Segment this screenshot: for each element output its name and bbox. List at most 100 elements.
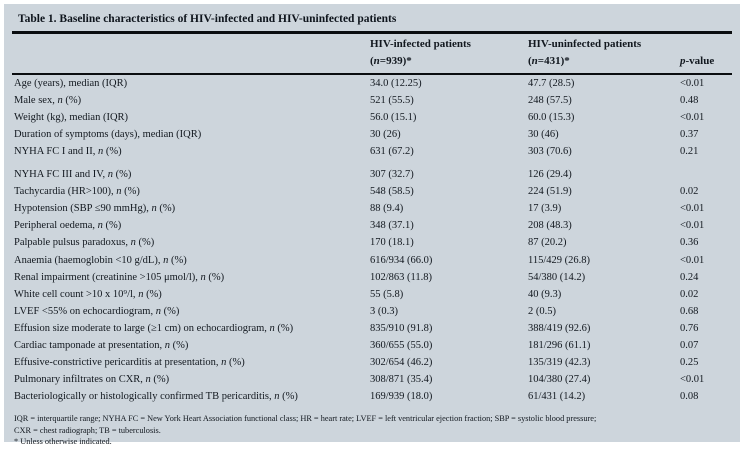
table-row: NYHA FC I and II, n (%) 631 (67.2) 303 (… [4,143,740,160]
p-value: 0.07 [680,340,699,351]
footnote-line: CXR = chest radiograph; TB = tuberculosi… [14,425,161,435]
row-label: LVEF <55% on echocardiogram, n (%) [14,305,180,317]
p-value: 0.48 [680,94,699,106]
row-label: Duration of symptoms (days), median (IQR… [14,128,202,140]
infected-value: 307 (32.7) [370,169,414,181]
infected-value: 3 (0.3) [370,305,398,317]
footnote-line: * Unless otherwise indicated. [14,437,112,447]
table-row: Anaemia (haemoglobin <10 g/dL), n (%) 61… [4,252,740,269]
table-row: Palpable pulsus paradoxus, n (%) 170 (18… [4,234,740,251]
header-pvalue: p-value [680,55,715,67]
infected-value: 88 (9.4) [370,203,404,215]
uninfected-value: 135/319 (42.3) [528,357,591,369]
row-label: Effusion size moderate to large (≥1 cm) … [14,322,294,334]
uninfected-value: 224 (51.9) [528,186,572,198]
infected-value: 360/655 (55.0) [370,340,433,351]
uninfected-value: 104/380 (27.4) [528,374,591,386]
uninfected-value: 60.0 (15.3) [528,111,575,123]
infected-value: 835/910 (91.8) [370,322,433,334]
row-label: Peripheral oedema, n (%) [14,220,122,232]
p-value: <0.01 [680,77,705,89]
uninfected-value: 126 (29.4) [528,169,572,181]
p-value: 0.37 [680,128,699,140]
infected-value: 548 (58.5) [370,186,414,198]
infected-value: 302/654 (46.2) [370,357,433,369]
uninfected-value: 17 (3.9) [528,203,562,215]
table-row: Pulmonary infiltrates on CXR, n (%) 308/… [4,371,740,388]
p-value: 0.24 [680,271,699,283]
p-value: <0.01 [680,203,705,215]
p-value: 0.36 [680,237,699,249]
table-body: Age (years), median (IQR) 34.0 (12.25) 4… [4,75,740,406]
uninfected-value: 2 (0.5) [528,305,556,317]
row-label: Bacteriologically or histologically conf… [14,391,298,403]
table-row: White cell count >10 x 10⁹/l, n (%) 55 (… [4,286,740,303]
p-value: 0.02 [680,186,699,198]
infected-value: 308/871 (35.4) [370,374,433,386]
header-uninfected-line2: (n=431)* [528,55,570,67]
table-row: Hypotension (SBP ≤90 mmHg), n (%) 88 (9.… [4,200,740,217]
p-value: 0.02 [680,288,699,300]
uninfected-value: 54/380 (14.2) [528,271,586,283]
row-label: Pulmonary infiltrates on CXR, n (%) [14,374,170,386]
p-value: <0.01 [680,111,705,123]
row-label: Age (years), median (IQR) [14,77,128,89]
p-value: <0.01 [680,254,705,266]
infected-value: 616/934 (66.0) [370,254,433,266]
row-label: White cell count >10 x 10⁹/l, n (%) [14,288,162,300]
table-row: Weight (kg), median (IQR) 56.0 (15.1) 60… [4,109,740,126]
p-value: <0.01 [680,374,705,386]
infected-value: 56.0 (15.1) [370,111,417,123]
infected-value: 521 (55.5) [370,94,414,106]
row-label: Male sex, n (%) [14,94,82,106]
uninfected-value: 303 (70.6) [528,145,572,157]
table-panel: Table 1. Baseline characteristics of HIV… [4,4,740,446]
p-value: 0.21 [680,145,699,157]
row-label: NYHA FC I and II, n (%) [14,145,122,157]
infected-value: 102/863 (11.8) [370,271,433,283]
table-footnotes: IQR = interquartile range; NYHA FC = New… [14,413,730,448]
row-label: Palpable pulsus paradoxus, n (%) [14,237,155,249]
row-label: Anaemia (haemoglobin <10 g/dL), n (%) [14,254,187,266]
header-infected-line1: HIV-infected patients [370,37,471,50]
infected-value: 34.0 (12.25) [370,77,422,89]
row-label: Effusive-constrictive pericarditis at pr… [14,357,245,369]
uninfected-value: 40 (9.3) [528,288,562,300]
uninfected-value: 388/419 (92.6) [528,322,591,334]
footnote-line: IQR = interquartile range; NYHA FC = New… [14,414,597,424]
p-value: 0.25 [680,357,699,369]
table-row: Male sex, n (%) 521 (55.5) 248 (57.5) 0.… [4,92,740,109]
p-value: 0.68 [680,305,699,317]
uninfected-value: 30 (46) [528,128,559,140]
table-row: Effusive-constrictive pericarditis at pr… [4,354,740,371]
table-row: Bacteriologically or histologically conf… [4,388,740,405]
header-infected-line2: (n=939)* [370,55,412,67]
infected-value: 30 (26) [370,128,401,140]
p-value: <0.01 [680,220,705,232]
row-label: Renal impairment (creatinine >105 μmol/l… [14,271,225,283]
row-label: Hypotension (SBP ≤90 mmHg), n (%) [14,203,176,215]
table-title: Table 1. Baseline characteristics of HIV… [18,13,397,25]
uninfected-value: 61/431 (14.2) [528,391,586,403]
table-row: Peripheral oedema, n (%) 348 (37.1) 208 … [4,217,740,234]
row-label: Weight (kg), median (IQR) [14,111,129,123]
p-value: 0.08 [680,391,699,403]
header-uninfected-line1: HIV-uninfected patients [528,37,642,50]
title-rule [12,31,732,34]
row-label: Tachycardia (HR>100), n (%) [14,186,140,198]
header-rule [12,72,732,75]
infected-value: 169/939 (18.0) [370,391,433,403]
row-label: Cardiac tamponade at presentation, n (%) [14,340,189,351]
uninfected-value: 248 (57.5) [528,94,572,106]
uninfected-value: 87 (20.2) [528,237,567,249]
infected-value: 631 (67.2) [370,145,414,157]
infected-value: 348 (37.1) [370,220,414,232]
row-label: NYHA FC III and IV, n (%) [14,169,132,181]
table-row: Tachycardia (HR>100), n (%) 548 (58.5) 2… [4,183,740,200]
uninfected-value: 208 (48.3) [528,220,572,232]
infected-value: 55 (5.8) [370,288,404,300]
table-row: Renal impairment (creatinine >105 μmol/l… [4,269,740,286]
table-row: Cardiac tamponade at presentation, n (%)… [4,337,740,354]
uninfected-value: 181/296 (61.1) [528,340,591,351]
